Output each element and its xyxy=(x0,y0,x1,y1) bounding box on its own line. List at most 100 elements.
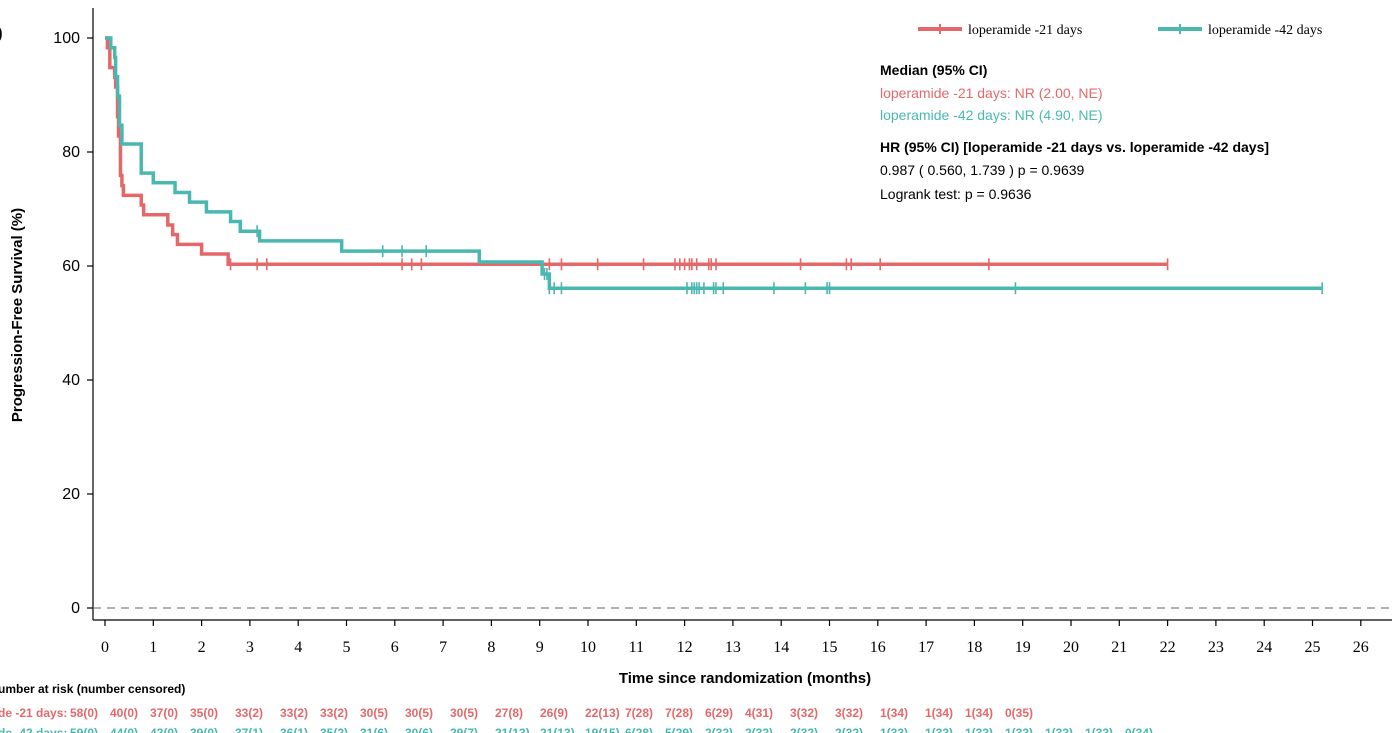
risk-cell: 1(33) xyxy=(880,726,908,733)
y-axis-title: Progression-Free Survival (%) xyxy=(9,208,26,422)
x-tick-labels: 0 1 2 3 4 5 6 7 8 9 10 11 12 13 14 15 16 17 18 19 20 21 22 23 24… xyxy=(101,639,1369,656)
x-tick-label: 23 xyxy=(1208,639,1224,656)
risk-cell: 22(13) xyxy=(585,706,620,720)
risk-cell: 0(35) xyxy=(1005,706,1033,720)
risk-cell: 5(29) xyxy=(665,726,693,733)
hr-header: HR (95% CI) [loperamide -21 days vs. lop… xyxy=(880,139,1269,155)
x-tick-label: 0 xyxy=(101,639,109,656)
x-tick-label: 11 xyxy=(629,639,644,656)
risk-row-label: de -42 days: xyxy=(0,726,67,733)
y-tick-label: 0 xyxy=(71,600,80,617)
risk-cell: 33(2) xyxy=(320,706,348,720)
x-tick-label: 25 xyxy=(1305,639,1321,656)
legend-label-series1: loperamide -21 days xyxy=(968,23,1082,38)
x-tick-label: 8 xyxy=(487,639,495,656)
risk-cell: 0(34) xyxy=(1125,726,1153,733)
x-tick-label: 26 xyxy=(1353,639,1369,656)
risk-cell: 40(0) xyxy=(110,706,138,720)
risk-cell: 3(32) xyxy=(790,706,818,720)
risk-cell: 36(1) xyxy=(280,726,308,733)
y-tick-label: 100 xyxy=(53,30,80,47)
axes xyxy=(87,8,1392,626)
x-tick-label: 19 xyxy=(1015,639,1031,656)
risk-cell: 31(6) xyxy=(360,726,388,733)
risk-cell: 58(0) xyxy=(70,706,98,720)
risk-cell: 39(0) xyxy=(190,726,218,733)
x-tick-label: 15 xyxy=(822,639,838,656)
risk-cell: 35(0) xyxy=(190,706,218,720)
risk-cell: 21(13) xyxy=(540,726,575,733)
risk-cell: 4(31) xyxy=(745,706,773,720)
risk-cell: 2(32) xyxy=(835,726,863,733)
risk-cell: 37(1) xyxy=(235,726,263,733)
risk-cell: 33(2) xyxy=(235,706,263,720)
x-axis-title: Time since randomization (months) xyxy=(619,670,871,687)
panel-label: ) xyxy=(0,22,3,44)
legend-label-series2: loperamide -42 days xyxy=(1208,23,1322,38)
risk-cell: 37(0) xyxy=(150,706,178,720)
risk-cell: 2(32) xyxy=(745,726,773,733)
logrank-test: Logrank test: p = 0.9636 xyxy=(880,186,1032,202)
risk-cell: 30(6) xyxy=(405,726,433,733)
x-tick-label: 20 xyxy=(1063,639,1079,656)
survival-curve-series2 xyxy=(105,36,1323,290)
x-tick-label: 9 xyxy=(536,639,544,656)
risk-cell: 30(5) xyxy=(405,706,433,720)
x-tick-label: 7 xyxy=(439,639,447,656)
risk-cell: 1(33) xyxy=(965,726,993,733)
risk-cell: 7(28) xyxy=(625,706,653,720)
risk-cell: 30(5) xyxy=(360,706,388,720)
risk-cell: 6(29) xyxy=(705,706,733,720)
x-tick-label: 5 xyxy=(343,639,351,656)
risk-cell: 19(15) xyxy=(585,726,620,733)
statistics-annotation: Median (95% CI) loperamide -21 days: NR … xyxy=(880,62,1269,202)
median-series1: loperamide -21 days: NR (2.00, NE) xyxy=(880,85,1103,101)
risk-row-label: de -21 days: xyxy=(0,706,67,720)
x-tick-label: 14 xyxy=(773,639,789,656)
x-tick-label: 17 xyxy=(918,639,934,656)
risk-cell: 29(7) xyxy=(450,726,478,733)
x-tick-label: 16 xyxy=(870,639,886,656)
x-tick-label: 24 xyxy=(1256,639,1272,656)
risk-table: umber at risk (number censored) de -21 d… xyxy=(0,682,1153,733)
risk-cell: 27(8) xyxy=(495,706,523,720)
risk-table-title: umber at risk (number censored) xyxy=(0,682,185,696)
risk-cell: 59(0) xyxy=(70,726,98,733)
risk-cell: 1(34) xyxy=(880,706,908,720)
median-header: Median (95% CI) xyxy=(880,62,987,78)
x-tick-label: 3 xyxy=(246,639,254,656)
y-tick-label: 40 xyxy=(62,372,80,389)
hr-value: 0.987 ( 0.560, 1.739 ) p = 0.9639 xyxy=(880,162,1085,178)
risk-cell: 1(33) xyxy=(925,726,953,733)
risk-cell: 30(5) xyxy=(450,706,478,720)
risk-cell: 44(0) xyxy=(110,726,138,733)
y-tick-label: 20 xyxy=(62,486,80,503)
series-2 xyxy=(105,36,1323,295)
risk-cell: 33(2) xyxy=(280,706,308,720)
series-layer xyxy=(105,36,1323,295)
risk-cell: 7(28) xyxy=(665,706,693,720)
x-tick-label: 10 xyxy=(580,639,596,656)
legend: loperamide -21 days loperamide -42 days xyxy=(918,23,1322,38)
risk-cell: 1(33) xyxy=(1005,726,1033,733)
x-tick-label: 1 xyxy=(149,639,157,656)
x-tick-label: 13 xyxy=(725,639,741,656)
legend-item-series1: loperamide -21 days xyxy=(918,23,1082,38)
x-tick-label: 6 xyxy=(391,639,399,656)
risk-cell: 26(9) xyxy=(540,706,568,720)
risk-cell: 1(34) xyxy=(965,706,993,720)
risk-cell: 1(34) xyxy=(925,706,953,720)
risk-cell: 1(33) xyxy=(1045,726,1073,733)
risk-table-rows: de -21 days: 58(0) 40(0) 37(0) 35(0) 33(2) 33(… xyxy=(0,706,1153,733)
risk-cell: 42(0) xyxy=(150,726,178,733)
risk-cell: 21(13) xyxy=(495,726,530,733)
y-tick-label: 60 xyxy=(62,258,80,275)
risk-cell: 2(32) xyxy=(790,726,818,733)
risk-cell: 2(32) xyxy=(705,726,733,733)
risk-cell: 3(32) xyxy=(835,706,863,720)
median-series2: loperamide -42 days: NR (4.90, NE) xyxy=(880,107,1103,123)
risk-cell: 6(28) xyxy=(625,726,653,733)
x-tick-label: 18 xyxy=(966,639,982,656)
x-tick-label: 12 xyxy=(677,639,693,656)
